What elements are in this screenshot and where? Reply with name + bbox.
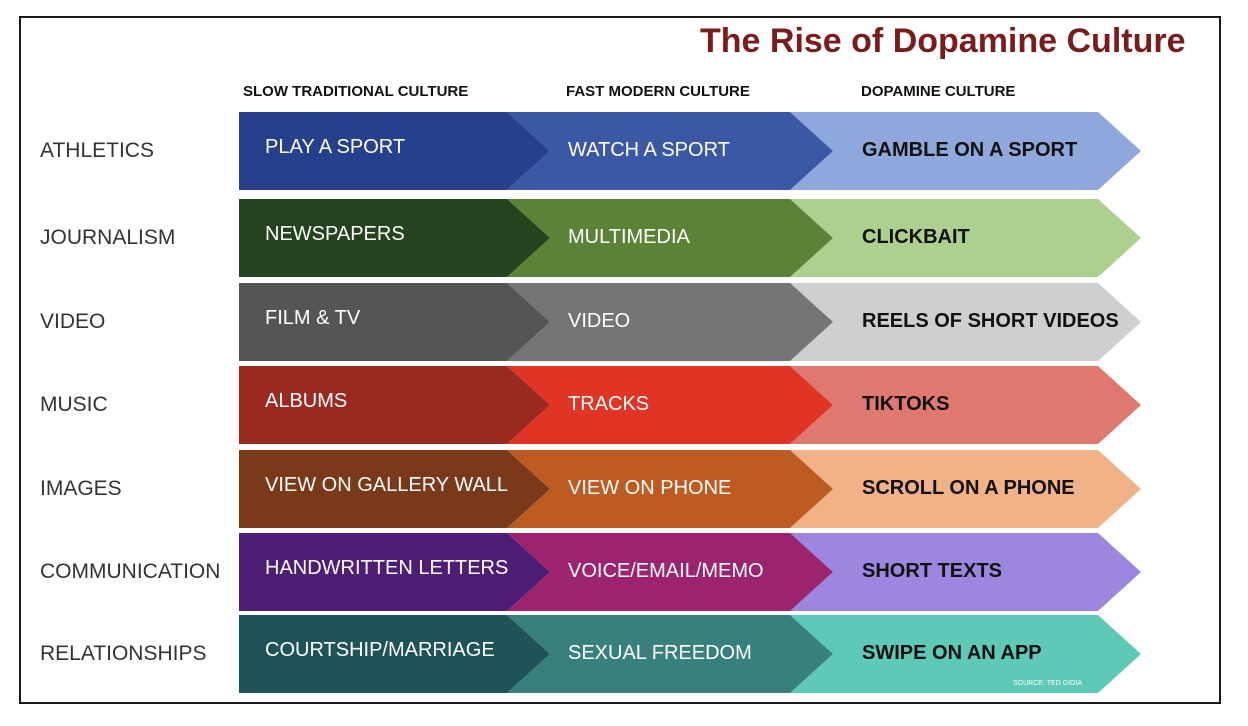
row-label-journalism: JOURNALISM [40,226,176,249]
chevron-images-modern [507,450,833,528]
cell-communication-dopamine: SHORT TEXTS [862,560,1003,582]
chevron-video-traditional [239,283,550,361]
cell-music-dopamine: TIKTOKS [862,393,950,415]
cell-video-modern: VIDEO [568,310,631,332]
cell-journalism-dopamine: CLICKBAIT [862,226,970,248]
chevron-communication-modern [507,533,833,611]
chevron-video-modern [507,283,833,361]
chevron-athletics-traditional [239,112,550,190]
cell-athletics-traditional: PLAY A SPORT [265,136,406,158]
chevron-music-dopamine [790,366,1141,444]
chevron-images-traditional [239,450,550,528]
cell-relationships-traditional: COURTSHIP/MARRIAGE [265,639,495,661]
chevron-relationships-traditional [239,615,550,693]
row-label-video: VIDEO [40,310,106,333]
chevron-communication-dopamine [790,533,1141,611]
chevron-relationships-dopamine [790,615,1141,693]
cell-relationships-modern: SEXUAL FREEDOM [568,642,752,664]
cell-music-traditional: ALBUMS [265,390,348,412]
row-label-relationships: RELATIONSHIPS [40,642,207,665]
chevron-music-modern [507,366,833,444]
cell-images-modern: VIEW ON PHONE [568,477,732,499]
row-label-images: IMAGES [40,477,122,500]
cell-music-modern: TRACKS [568,393,650,415]
cell-athletics-modern: WATCH A SPORT [568,139,730,161]
chevron-athletics-dopamine [790,112,1141,190]
chevron-communication-traditional [239,533,550,611]
column-header-dopamine: DOPAMINE CULTURE [861,83,1016,100]
chevron-images-dopamine [790,450,1141,528]
row-label-music: MUSIC [40,393,108,416]
cell-communication-modern: VOICE/EMAIL/MEMO [568,560,764,582]
cell-journalism-modern: MULTIMEDIA [568,226,690,248]
diagram-title: The Rise of Dopamine Culture [700,22,1186,60]
cell-images-dopamine: SCROLL ON A PHONE [862,477,1075,499]
cell-video-traditional: FILM & TV [265,307,361,329]
cell-journalism-traditional: NEWSPAPERS [265,223,405,245]
row-label-athletics: ATHLETICS [40,139,154,162]
cell-video-dopamine: REELS OF SHORT VIDEOS [862,310,1119,332]
chevron-journalism-modern [507,199,833,277]
row-label-communication: COMMUNICATION [40,560,221,583]
source-credit: SOURCE: TED GIOIA [1013,680,1083,687]
chevron-journalism-dopamine [790,199,1141,277]
chevron-music-traditional [239,366,550,444]
chevron-journalism-traditional [239,199,550,277]
column-header-fast-modern: FAST MODERN CULTURE [566,83,750,100]
cell-athletics-dopamine: GAMBLE ON A SPORT [862,139,1078,161]
chevron-relationships-modern [507,615,833,693]
chevron-video-dopamine [790,283,1141,361]
cell-images-traditional: VIEW ON GALLERY WALL [265,474,509,496]
chevron-athletics-modern [507,112,833,190]
cell-relationships-dopamine: SWIPE ON AN APP [862,642,1042,664]
column-header-slow-traditional: SLOW TRADITIONAL CULTURE [243,83,469,100]
cell-communication-traditional: HANDWRITTEN LETTERS [265,557,509,579]
